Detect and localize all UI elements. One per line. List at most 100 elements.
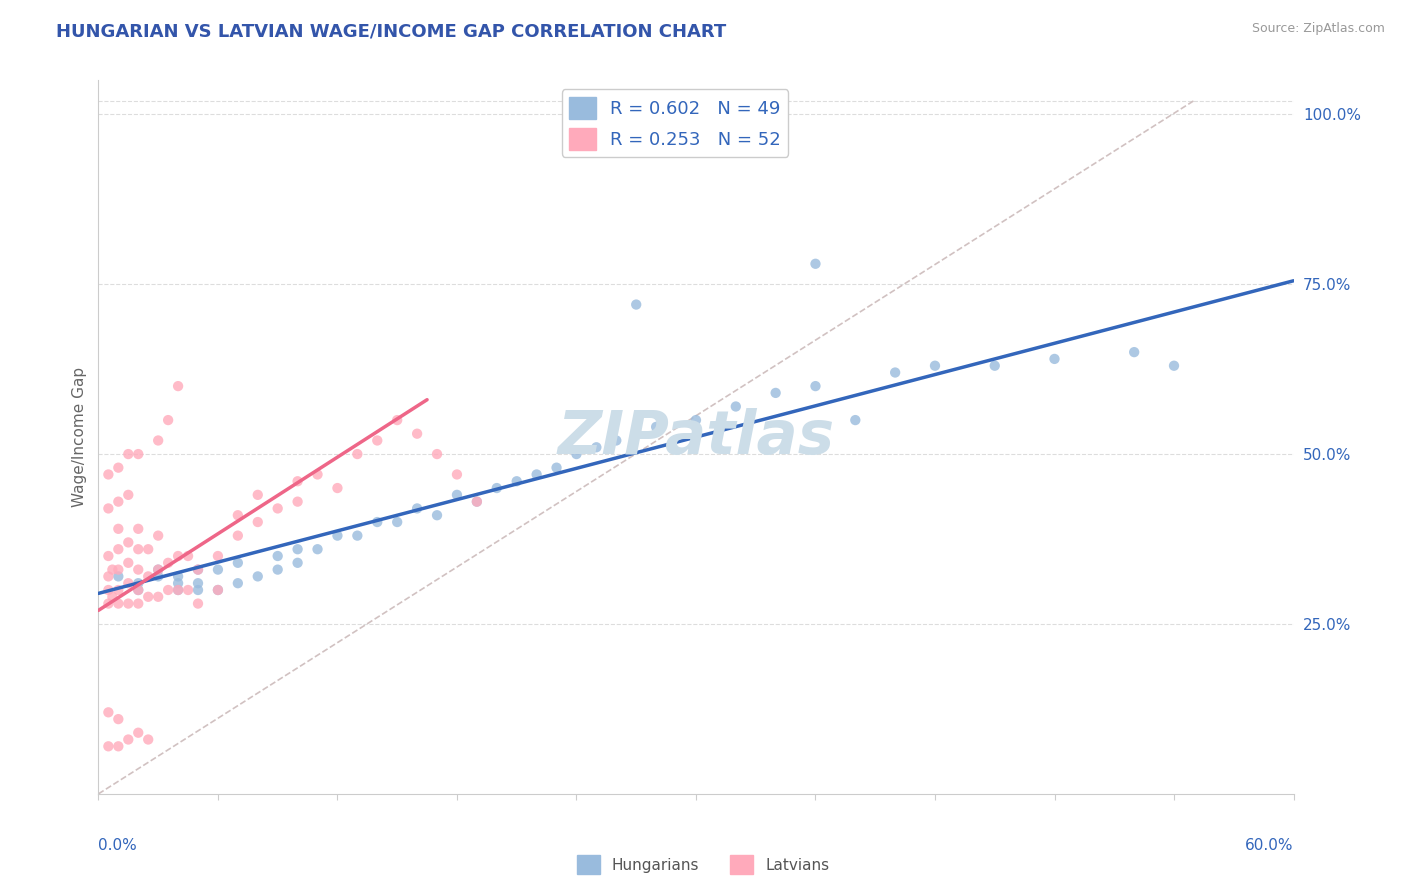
Point xyxy=(884,366,907,380)
Point xyxy=(406,501,429,516)
Point xyxy=(207,582,229,597)
Point xyxy=(287,475,309,489)
Point xyxy=(148,434,170,448)
Legend: R = 0.602   N = 49, R = 0.253   N = 52: R = 0.602 N = 49, R = 0.253 N = 52 xyxy=(561,89,789,157)
Point xyxy=(307,467,329,482)
Point xyxy=(426,447,449,461)
Point xyxy=(267,549,290,563)
Point xyxy=(117,732,139,747)
Point xyxy=(148,563,170,577)
Point xyxy=(326,481,349,495)
Point xyxy=(136,569,159,583)
Point xyxy=(366,515,388,529)
Text: 60.0%: 60.0% xyxy=(1246,838,1294,853)
Point xyxy=(167,379,190,393)
Point xyxy=(167,576,190,591)
Point xyxy=(984,359,1007,373)
Point xyxy=(136,542,159,557)
Text: ZIPatlas: ZIPatlas xyxy=(557,408,835,467)
Point xyxy=(207,563,229,577)
Text: 0.0%: 0.0% xyxy=(98,838,138,853)
Point xyxy=(446,467,468,482)
Point xyxy=(804,379,827,393)
Point xyxy=(167,549,190,563)
Point xyxy=(406,426,429,441)
Point xyxy=(117,447,139,461)
Point xyxy=(127,563,149,577)
Point xyxy=(117,488,139,502)
Point xyxy=(645,420,668,434)
Point xyxy=(187,563,209,577)
Point xyxy=(546,460,568,475)
Point xyxy=(101,563,124,577)
Point xyxy=(207,582,229,597)
Point xyxy=(136,590,159,604)
Point xyxy=(107,569,129,583)
Point xyxy=(267,563,290,577)
Point xyxy=(127,522,149,536)
Point xyxy=(307,542,329,557)
Point xyxy=(127,447,149,461)
Point xyxy=(167,582,190,597)
Text: Source: ZipAtlas.com: Source: ZipAtlas.com xyxy=(1251,22,1385,36)
Point xyxy=(127,725,149,739)
Point xyxy=(246,488,269,502)
Point xyxy=(117,556,139,570)
Point xyxy=(148,563,170,577)
Point xyxy=(148,569,170,583)
Point xyxy=(148,528,170,542)
Point xyxy=(127,582,149,597)
Point xyxy=(97,549,120,563)
Point xyxy=(107,712,129,726)
Point xyxy=(97,597,120,611)
Point xyxy=(506,475,529,489)
Point xyxy=(385,515,409,529)
Point xyxy=(226,508,249,523)
Point xyxy=(226,576,249,591)
Point xyxy=(136,732,159,747)
Point xyxy=(97,739,120,754)
Point xyxy=(107,494,129,508)
Point xyxy=(804,257,827,271)
Point xyxy=(187,582,209,597)
Point xyxy=(177,582,200,597)
Point xyxy=(107,597,129,611)
Point xyxy=(346,528,368,542)
Text: HUNGARIAN VS LATVIAN WAGE/INCOME GAP CORRELATION CHART: HUNGARIAN VS LATVIAN WAGE/INCOME GAP COR… xyxy=(56,22,727,40)
Point xyxy=(97,582,120,597)
Point xyxy=(157,556,180,570)
Point xyxy=(267,501,290,516)
Point xyxy=(101,590,124,604)
Point xyxy=(287,556,309,570)
Point xyxy=(1123,345,1146,359)
Point xyxy=(177,549,200,563)
Point xyxy=(246,515,269,529)
Point xyxy=(157,582,180,597)
Point xyxy=(187,576,209,591)
Point xyxy=(287,494,309,508)
Point xyxy=(426,508,449,523)
Point xyxy=(605,434,627,448)
Point xyxy=(148,590,170,604)
Point xyxy=(1163,359,1185,373)
Point xyxy=(626,297,648,311)
Point xyxy=(765,385,787,400)
Point xyxy=(107,522,129,536)
Point xyxy=(385,413,409,427)
Point xyxy=(107,460,129,475)
Legend: Hungarians, Latvians: Hungarians, Latvians xyxy=(571,849,835,880)
Point xyxy=(366,434,388,448)
Point xyxy=(127,542,149,557)
Point xyxy=(526,467,548,482)
Point xyxy=(187,563,209,577)
Point xyxy=(127,582,149,597)
Point xyxy=(117,576,139,591)
Point xyxy=(117,597,139,611)
Point xyxy=(446,488,468,502)
Point xyxy=(724,400,747,414)
Point xyxy=(207,549,229,563)
Point xyxy=(226,556,249,570)
Point xyxy=(585,440,607,454)
Point xyxy=(97,706,120,720)
Point xyxy=(107,542,129,557)
